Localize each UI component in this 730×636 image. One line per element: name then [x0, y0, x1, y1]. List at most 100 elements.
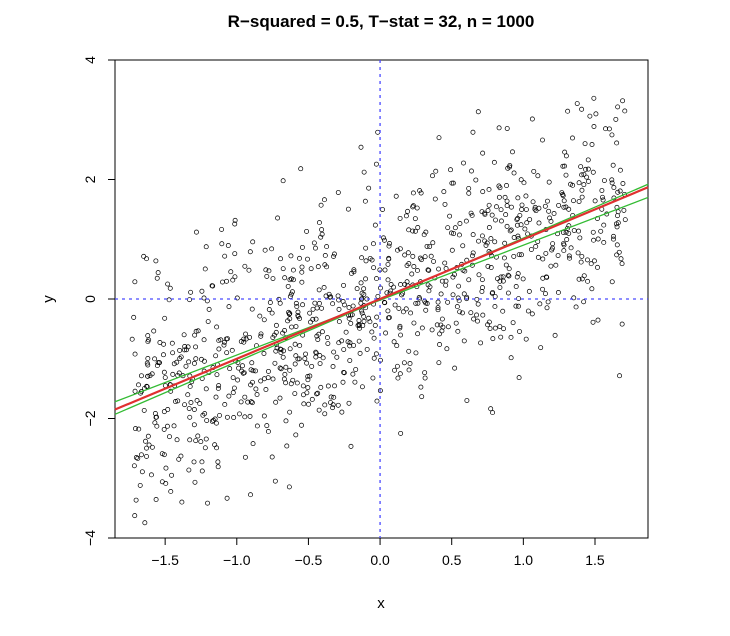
scatter-point: [517, 329, 522, 334]
scatter-point: [278, 256, 283, 262]
scatter-point: [313, 245, 318, 251]
scatter-point: [506, 273, 512, 279]
scatter-point: [305, 256, 310, 262]
scatter-point: [330, 364, 336, 369]
y-tick-label: −2: [82, 410, 98, 426]
y-tick-label: 2: [82, 175, 98, 183]
x-tick-label: 1.0: [514, 552, 534, 568]
scatter-point: [308, 266, 314, 272]
scatter-point: [291, 277, 296, 283]
scatter-point: [145, 373, 151, 379]
scatter-point: [275, 215, 281, 221]
scatter-point: [372, 222, 378, 228]
scatter-point: [266, 368, 271, 374]
scatter-point: [199, 288, 205, 294]
scatter-point: [480, 150, 486, 156]
scatter-point: [617, 167, 623, 173]
scatter-point: [297, 343, 303, 349]
scatter-point: [307, 373, 313, 379]
scatter-point: [136, 426, 142, 432]
scatter-point: [313, 354, 319, 360]
scatter-point: [336, 319, 342, 325]
scatter-point: [619, 321, 625, 327]
scatter-point: [345, 206, 351, 212]
scatter-point: [394, 343, 400, 349]
scatter-point: [601, 222, 607, 228]
scatter-point: [332, 383, 337, 389]
scatter-point: [181, 347, 187, 353]
scatter-point: [504, 203, 510, 209]
scatter-point: [533, 208, 539, 214]
scatter-point: [353, 367, 359, 372]
scatter-point: [486, 186, 492, 192]
scatter-point: [282, 371, 288, 377]
scatter-point: [439, 328, 445, 334]
scatter-point: [437, 331, 443, 337]
scatter-point: [614, 224, 620, 230]
scatter-point: [411, 264, 417, 269]
scatter-point: [358, 280, 364, 286]
scatter-point: [347, 340, 353, 346]
scatter-point: [609, 132, 615, 138]
scatter-point: [586, 178, 591, 184]
scatter-point: [436, 135, 442, 141]
scatter-point: [449, 247, 455, 253]
scatter-point: [304, 228, 310, 234]
scatter-point: [307, 310, 313, 316]
scatter-point: [193, 356, 199, 362]
scatter-point: [435, 299, 441, 305]
scatter-point: [359, 308, 365, 314]
scatter-point: [471, 316, 477, 322]
scatter-point: [515, 271, 521, 277]
scatter-point: [600, 194, 605, 200]
scatter-point: [508, 355, 514, 361]
scatter-point: [254, 392, 260, 397]
scatter-point: [222, 401, 228, 407]
scatter-point: [227, 366, 233, 372]
scatter-point: [485, 263, 491, 269]
scatter-point: [155, 360, 161, 365]
scatter-point: [309, 363, 315, 369]
scatter-point: [214, 372, 220, 378]
scatter-point: [238, 339, 244, 344]
scatter-point: [287, 367, 293, 373]
scatter-point: [188, 289, 194, 295]
scatter-point: [336, 297, 342, 303]
scatter-point: [314, 391, 320, 397]
scatter-point: [310, 306, 316, 312]
scatter-point: [480, 312, 486, 318]
scatter-point: [387, 240, 392, 246]
scatter-point: [238, 399, 244, 405]
scatter-point: [595, 264, 600, 270]
scatter-point: [415, 300, 421, 306]
scatter-point: [321, 284, 327, 290]
scatter-point: [155, 270, 161, 276]
scatter-point: [215, 385, 221, 391]
scatter-point: [384, 290, 390, 296]
scatter-point: [413, 300, 419, 306]
scatter-point: [543, 274, 549, 280]
scatter-point: [341, 370, 347, 376]
scatter-point: [261, 413, 267, 419]
scatter-point: [531, 168, 537, 174]
scatter-point: [335, 402, 341, 408]
scatter-point: [468, 210, 474, 216]
scatter-point: [400, 309, 406, 315]
scatter-point: [165, 407, 171, 412]
scatter-point: [297, 316, 303, 321]
scatter-point: [283, 418, 289, 424]
scatter-point: [613, 221, 619, 227]
scatter-point: [350, 303, 356, 309]
scatter-point: [374, 276, 379, 282]
scatter-point: [348, 320, 354, 326]
scatter-point: [331, 253, 336, 259]
scatter-point: [494, 204, 499, 210]
fit-line: [114, 186, 649, 411]
scatter-point: [511, 170, 517, 176]
scatter-point: [600, 197, 606, 203]
scatter-point: [577, 235, 583, 241]
scatter-point: [418, 384, 424, 390]
scatter-point: [161, 369, 167, 375]
scatter-point: [183, 363, 189, 369]
scatter-point: [502, 194, 508, 200]
